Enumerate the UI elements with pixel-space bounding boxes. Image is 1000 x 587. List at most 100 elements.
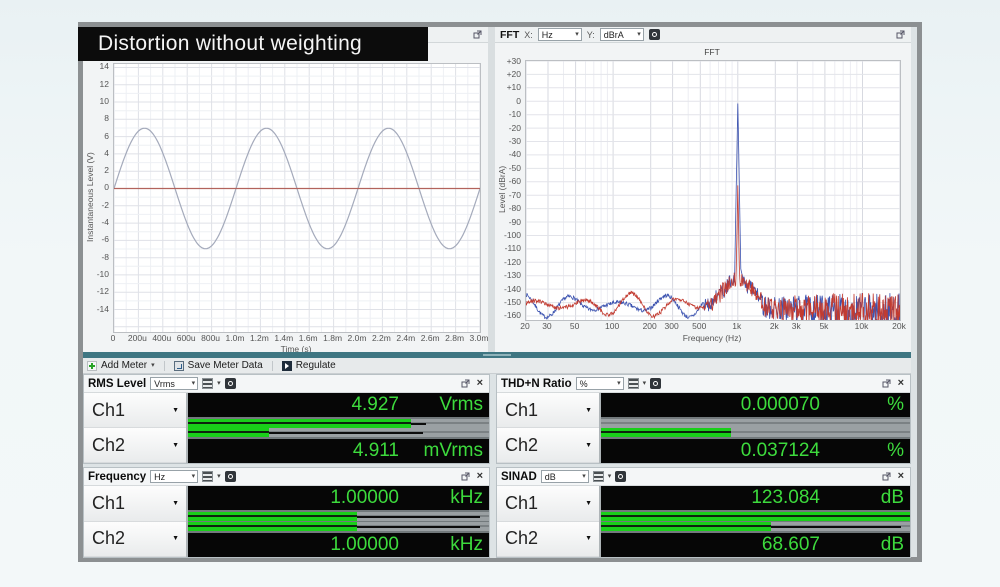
meter-panel-frequency: Frequency Hz ▾ ▾ × Ch1 ▼ Ch2 ▼ xyxy=(83,467,490,558)
popout-icon[interactable] xyxy=(472,29,483,40)
axis-tick: -6 xyxy=(101,234,109,245)
level-bar-ch2 xyxy=(601,428,910,437)
meter-display-ch1: 1.00000 kHz xyxy=(188,486,489,510)
meter-display-ch1: 123.084 dB xyxy=(601,486,910,510)
axis-tick: -2 xyxy=(101,199,109,210)
meter-toolbar: Add Meter ▾ Save Meter Data Regulate xyxy=(83,358,911,374)
channel-selector-ch2[interactable]: Ch2 ▼ xyxy=(497,521,599,557)
vertical-splitter[interactable] xyxy=(488,27,495,352)
meter-style-icon[interactable] xyxy=(592,471,604,482)
chevron-down-icon[interactable]: ▾ xyxy=(217,380,221,387)
chevron-down-icon[interactable]: ▾ xyxy=(607,473,612,480)
settings-icon[interactable] xyxy=(224,378,236,389)
axis-tick: -30 xyxy=(508,136,521,147)
meter-body: Ch1 ▼ Ch2 ▼ 1.00000 kHz 1.00000 kHz xyxy=(84,486,489,557)
settings-icon[interactable] xyxy=(650,378,662,389)
meter-style-icon[interactable] xyxy=(202,378,214,389)
axis-tick: 0 xyxy=(110,333,116,343)
channel-selector-ch1[interactable]: Ch1 ▼ xyxy=(84,393,186,428)
toolbar-separator xyxy=(163,360,165,371)
channel-column: Ch1 ▼ Ch2 ▼ xyxy=(497,393,601,463)
axis-tick: 6 xyxy=(104,130,109,141)
channel-label: Ch2 xyxy=(505,528,539,549)
settings-icon[interactable] xyxy=(648,29,660,40)
axis-tick: -40 xyxy=(508,149,521,160)
popout-icon[interactable] xyxy=(881,471,892,482)
chevron-down-icon[interactable]: ▾ xyxy=(642,380,647,387)
window-content: Instantaneous Level (V) 14 12 10 8 6 4 2 0 -2 -4-… xyxy=(83,27,917,558)
bar-fill xyxy=(601,512,910,521)
close-icon[interactable]: × xyxy=(476,470,483,482)
close-icon[interactable]: × xyxy=(897,470,904,482)
level-bar-ch1 xyxy=(188,512,489,521)
unit-value: Hz xyxy=(154,471,166,482)
save-meter-data-button[interactable]: Save Meter Data xyxy=(173,360,263,371)
horizontal-splitter[interactable] xyxy=(83,352,911,358)
meter-unit: kHz xyxy=(450,534,483,555)
axis-tick: 50 xyxy=(569,321,580,331)
settings-icon[interactable] xyxy=(615,471,627,482)
axis-tick: -160 xyxy=(503,310,521,321)
channel-selector-ch2[interactable]: Ch2 ▼ xyxy=(497,428,599,463)
axis-tick: 0 xyxy=(516,95,521,106)
title-banner: Distortion without weighting xyxy=(78,27,428,61)
popout-icon[interactable] xyxy=(460,378,471,389)
channel-label: Ch1 xyxy=(92,399,126,420)
meter-style-icon[interactable] xyxy=(202,471,214,482)
chevron-down-icon[interactable]: ▾ xyxy=(217,473,221,480)
settings-icon[interactable] xyxy=(224,471,236,482)
axis-tick: -140 xyxy=(503,283,521,294)
axis-tick: -100 xyxy=(503,229,521,240)
axis-tick: -50 xyxy=(508,162,521,173)
popout-icon[interactable] xyxy=(881,378,892,389)
popout-icon[interactable] xyxy=(460,471,471,482)
chevron-down-icon: ▾ xyxy=(582,473,586,480)
axis-tick: 200u xyxy=(127,333,147,343)
bar-fill xyxy=(601,428,731,437)
add-meter-button[interactable]: Add Meter ▾ xyxy=(87,360,155,371)
meter-body: Ch1 ▼ Ch2 ▼ 4.927 Vrms 4.911 mVrms xyxy=(84,393,489,463)
close-icon[interactable]: × xyxy=(476,377,483,389)
axis-tick: 800u xyxy=(201,333,221,343)
meter-style-icon[interactable] xyxy=(627,378,639,389)
channel-selector-ch1[interactable]: Ch1 ▼ xyxy=(497,486,599,522)
chevron-down-icon: ▾ xyxy=(617,380,621,387)
level-bar-ch1 xyxy=(188,419,489,428)
meter-title: RMS Level xyxy=(88,377,147,390)
regulate-button[interactable]: Regulate xyxy=(281,360,336,371)
unit-select[interactable]: % ▾ xyxy=(575,377,624,390)
axis-tick: 1.0m xyxy=(225,333,245,343)
unit-select[interactable]: dB ▾ xyxy=(540,470,589,483)
axis-tick: 10k xyxy=(854,321,869,331)
meter-title: SINAD xyxy=(501,470,537,483)
close-icon[interactable]: × xyxy=(897,377,904,389)
chevron-down-icon: ▼ xyxy=(172,535,179,543)
fft-plot xyxy=(525,60,901,324)
fft-x-axis-label: X: xyxy=(524,29,533,40)
fft-x-unit-select[interactable]: Hz ▾ xyxy=(537,28,582,41)
popout-icon[interactable] xyxy=(895,29,906,40)
channel-selector-ch1[interactable]: Ch1 ▼ xyxy=(497,393,599,428)
meter-display-ch2: 4.911 mVrms xyxy=(188,439,489,463)
axis-tick: +10 xyxy=(506,82,521,93)
channel-column: Ch1 ▼ Ch2 ▼ xyxy=(497,486,601,557)
channel-selector-ch1[interactable]: Ch1 ▼ xyxy=(84,486,186,522)
unit-value: % xyxy=(579,378,588,389)
unit-select[interactable]: Hz ▾ xyxy=(150,470,199,483)
unit-select[interactable]: Vrms ▾ xyxy=(150,377,199,390)
chevron-down-icon: ▼ xyxy=(585,441,592,449)
level-bars xyxy=(601,417,910,439)
chevron-down-icon: ▼ xyxy=(585,499,592,507)
axis-tick: -80 xyxy=(508,203,521,214)
axis-tick: -4 xyxy=(101,217,109,228)
chevron-down-icon: ▼ xyxy=(585,406,592,414)
axis-tick: 12 xyxy=(99,78,109,89)
channel-selector-ch2[interactable]: Ch2 ▼ xyxy=(84,428,186,463)
meters-region: RMS Level Vrms ▾ ▾ × Ch1 ▼ Ch2 ▼ xyxy=(83,374,911,558)
channel-label: Ch1 xyxy=(505,399,539,420)
fft-y-unit-select[interactable]: dBrA ▾ xyxy=(599,28,644,41)
level-bar-ch2 xyxy=(601,522,910,531)
axis-tick: 20k xyxy=(892,321,906,331)
channel-selector-ch2[interactable]: Ch2 ▼ xyxy=(84,521,186,557)
